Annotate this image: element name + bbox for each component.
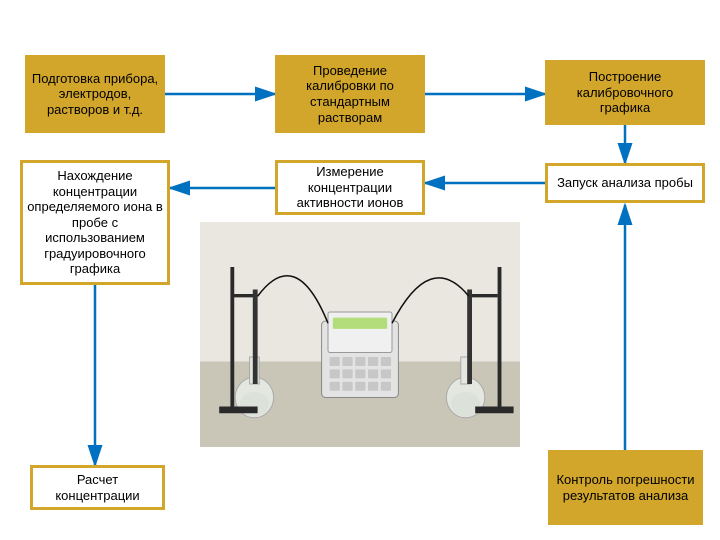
node-start-label: Запуск анализа пробы xyxy=(557,175,693,191)
node-calib-label: Проведение калибровки по стандартным рас… xyxy=(280,63,420,125)
node-graph: Построение калибровочного графика xyxy=(545,60,705,125)
node-prep: Подготовка прибора, электродов, растворо… xyxy=(25,55,165,133)
node-calib: Проведение калибровки по стандартным рас… xyxy=(275,55,425,133)
node-control: Контроль погрешности результатов анализа xyxy=(548,450,703,525)
node-find: Нахождение концентрации определяемого ио… xyxy=(20,160,170,285)
node-prep-label: Подготовка прибора, электродов, растворо… xyxy=(30,71,160,118)
diagram-stage: Подготовка прибора, электродов, растворо… xyxy=(0,0,720,540)
node-measure: Измерение концентрации активности ионов xyxy=(275,160,425,215)
node-measure-label: Измерение концентрации активности ионов xyxy=(282,164,418,211)
node-calc-label: Расчет концентрации xyxy=(37,472,158,503)
node-start: Запуск анализа пробы xyxy=(545,163,705,203)
node-calc: Расчет концентрации xyxy=(30,465,165,510)
node-find-label: Нахождение концентрации определяемого ио… xyxy=(27,168,163,277)
node-graph-label: Построение калибровочного графика xyxy=(550,69,700,116)
equipment-photo xyxy=(200,222,520,447)
node-control-label: Контроль погрешности результатов анализа xyxy=(553,472,698,503)
